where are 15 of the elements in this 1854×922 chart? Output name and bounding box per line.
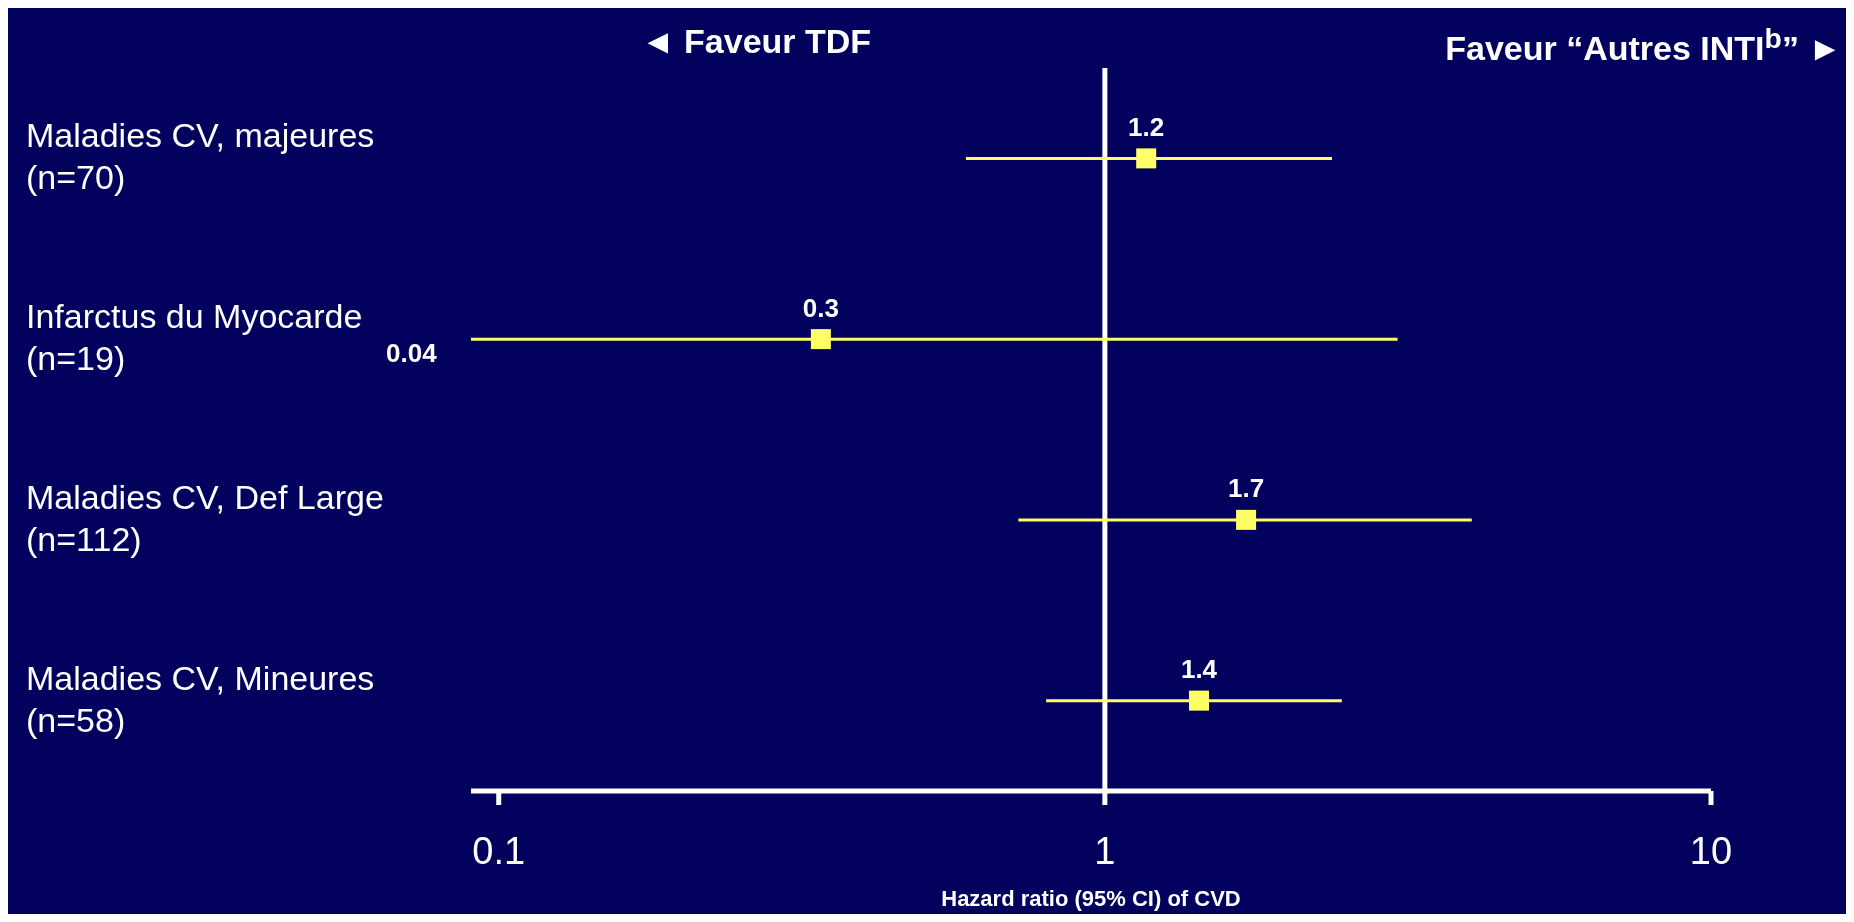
y-tick-label: Maladies CV, Mineures (n=58): [26, 658, 375, 739]
x-tick-label: 1: [1094, 829, 1116, 872]
text: Faveur “Autres INTI$^{b}$” ►: [1445, 22, 1842, 69]
text: ◄ Faveur TDF: [641, 22, 872, 61]
y-tick-label: Maladies CV, majeures (n=70): [26, 116, 375, 197]
y-tick-label: Maladies CV, Def Large (n=112): [26, 477, 384, 558]
data-label: 0.3: [802, 292, 839, 323]
y-tick-label: Infarctus du Myocarde (n=19): [26, 297, 363, 378]
x-tick-label: 10: [1689, 829, 1733, 872]
x-axis-title: Hazard ratio (95% CI) of CVD: [941, 886, 1241, 911]
data-label: 1.2: [1128, 111, 1165, 142]
text: 0.04: [386, 338, 437, 369]
data-label: 1.7: [1228, 473, 1265, 504]
data-label: 1.4: [1180, 654, 1218, 685]
x-tick-label: 0.1: [472, 829, 526, 872]
